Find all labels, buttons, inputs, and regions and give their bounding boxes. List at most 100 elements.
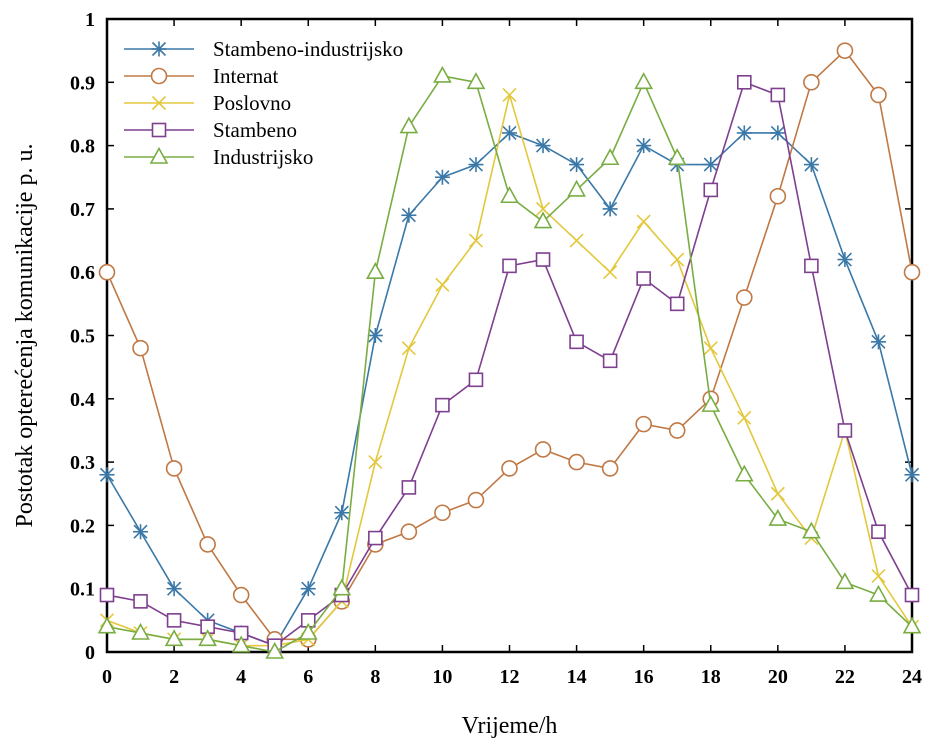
data-point (501, 460, 518, 477)
data-point (500, 186, 519, 204)
x-tick-label: 12 (500, 666, 520, 688)
data-point (902, 616, 922, 634)
x-tick-label: 4 (236, 666, 246, 688)
data-point (870, 334, 886, 350)
series-line (106, 94, 913, 647)
legend-label: Internat (213, 64, 278, 88)
data-point (701, 394, 721, 412)
series-4 (97, 65, 922, 659)
data-point (770, 486, 785, 501)
data-point (166, 613, 182, 628)
data-point (401, 480, 417, 495)
legend-entry: Stambeno-industrijsko (124, 37, 403, 61)
data-point (737, 410, 752, 425)
legend-label: Stambeno (213, 118, 297, 142)
data-point (332, 578, 352, 596)
data-point (97, 616, 117, 634)
legend-marker (151, 122, 167, 138)
legend-label: Industrijsko (213, 145, 313, 169)
x-axis-title: Vrijeme/h (462, 713, 558, 739)
data-point (837, 423, 853, 438)
y-tick-label: 0.3 (70, 452, 95, 474)
data-point (467, 491, 485, 509)
data-point (703, 157, 719, 173)
data-point (99, 467, 115, 483)
data-point (871, 524, 886, 540)
data-point (869, 584, 888, 602)
data-point (164, 629, 184, 647)
legend-marker (151, 41, 167, 57)
data-point (99, 587, 115, 603)
y-tick-label: 0.7 (70, 199, 95, 221)
x-tick-label: 22 (835, 666, 855, 688)
data-point (468, 233, 484, 248)
data-point (904, 467, 920, 483)
data-point (568, 453, 585, 471)
x-tick-label: 6 (303, 666, 313, 688)
x-tick-label: 8 (370, 666, 380, 688)
data-point (703, 341, 718, 356)
data-point (636, 138, 652, 154)
data-point (769, 187, 787, 205)
data-point (734, 464, 754, 482)
legend-marker (149, 146, 169, 164)
data-point (636, 214, 651, 229)
data-point (401, 207, 417, 223)
data-point (365, 262, 385, 280)
data-point (334, 505, 350, 521)
x-tick-label: 24 (902, 666, 922, 688)
data-point (502, 258, 517, 274)
data-point (635, 415, 652, 433)
y-tick-label: 0.1 (70, 579, 95, 601)
legend-label: Stambeno-industrijsko (213, 37, 403, 61)
data-point (533, 211, 553, 229)
data-point (199, 536, 216, 553)
data-point (399, 116, 419, 134)
data-point (602, 201, 618, 217)
data-point (670, 252, 685, 267)
data-point (667, 148, 687, 166)
data-point (131, 622, 150, 640)
data-point (231, 635, 251, 653)
data-point (368, 455, 383, 470)
data-point (569, 157, 585, 173)
data-point (603, 265, 618, 280)
y-tick-label: 1 (85, 9, 95, 31)
x-tick-label: 20 (768, 666, 788, 688)
data-point (535, 201, 551, 216)
legend-entry: Internat (124, 64, 278, 88)
data-point (567, 179, 586, 197)
legend-marker (151, 95, 167, 111)
data-point (668, 422, 686, 439)
y-axis: 0 0.1 0.2 0.3 0.4 0.5 0.6 0.7 0.8 0.9 1 (70, 9, 912, 664)
data-point (468, 157, 484, 173)
y-axis-title: Postotak opterećenja komunikacije p. u. (12, 144, 38, 528)
series-line (106, 132, 913, 647)
data-point (870, 86, 887, 104)
data-point (535, 252, 551, 267)
data-point (400, 523, 418, 541)
data-point (165, 460, 183, 477)
data-point (600, 148, 620, 166)
x-axis: 0 2 4 6 8 10 12 14 16 18 20 22 24 (102, 19, 922, 688)
data-point (534, 441, 552, 458)
data-point (433, 65, 452, 83)
legend: Stambeno-industrijsko Internat Poslovno Sta… (124, 37, 403, 169)
y-tick-label: 0 (85, 642, 95, 664)
x-tick-label: 16 (634, 666, 654, 688)
data-point (770, 125, 786, 141)
legend-entry: Stambeno (124, 118, 297, 142)
data-point (803, 74, 820, 91)
x-tick-label: 0 (102, 666, 112, 688)
data-point (837, 252, 853, 268)
legend-label: Poslovno (213, 91, 291, 115)
legend-marker (150, 67, 168, 85)
x-tick-label: 2 (169, 666, 179, 688)
data-point (569, 334, 584, 350)
data-point (98, 263, 116, 281)
data-point (803, 157, 819, 173)
x-tick-label: 14 (567, 666, 587, 688)
y-tick-label: 0.4 (70, 389, 95, 411)
data-point (166, 581, 182, 597)
data-point (298, 622, 318, 640)
